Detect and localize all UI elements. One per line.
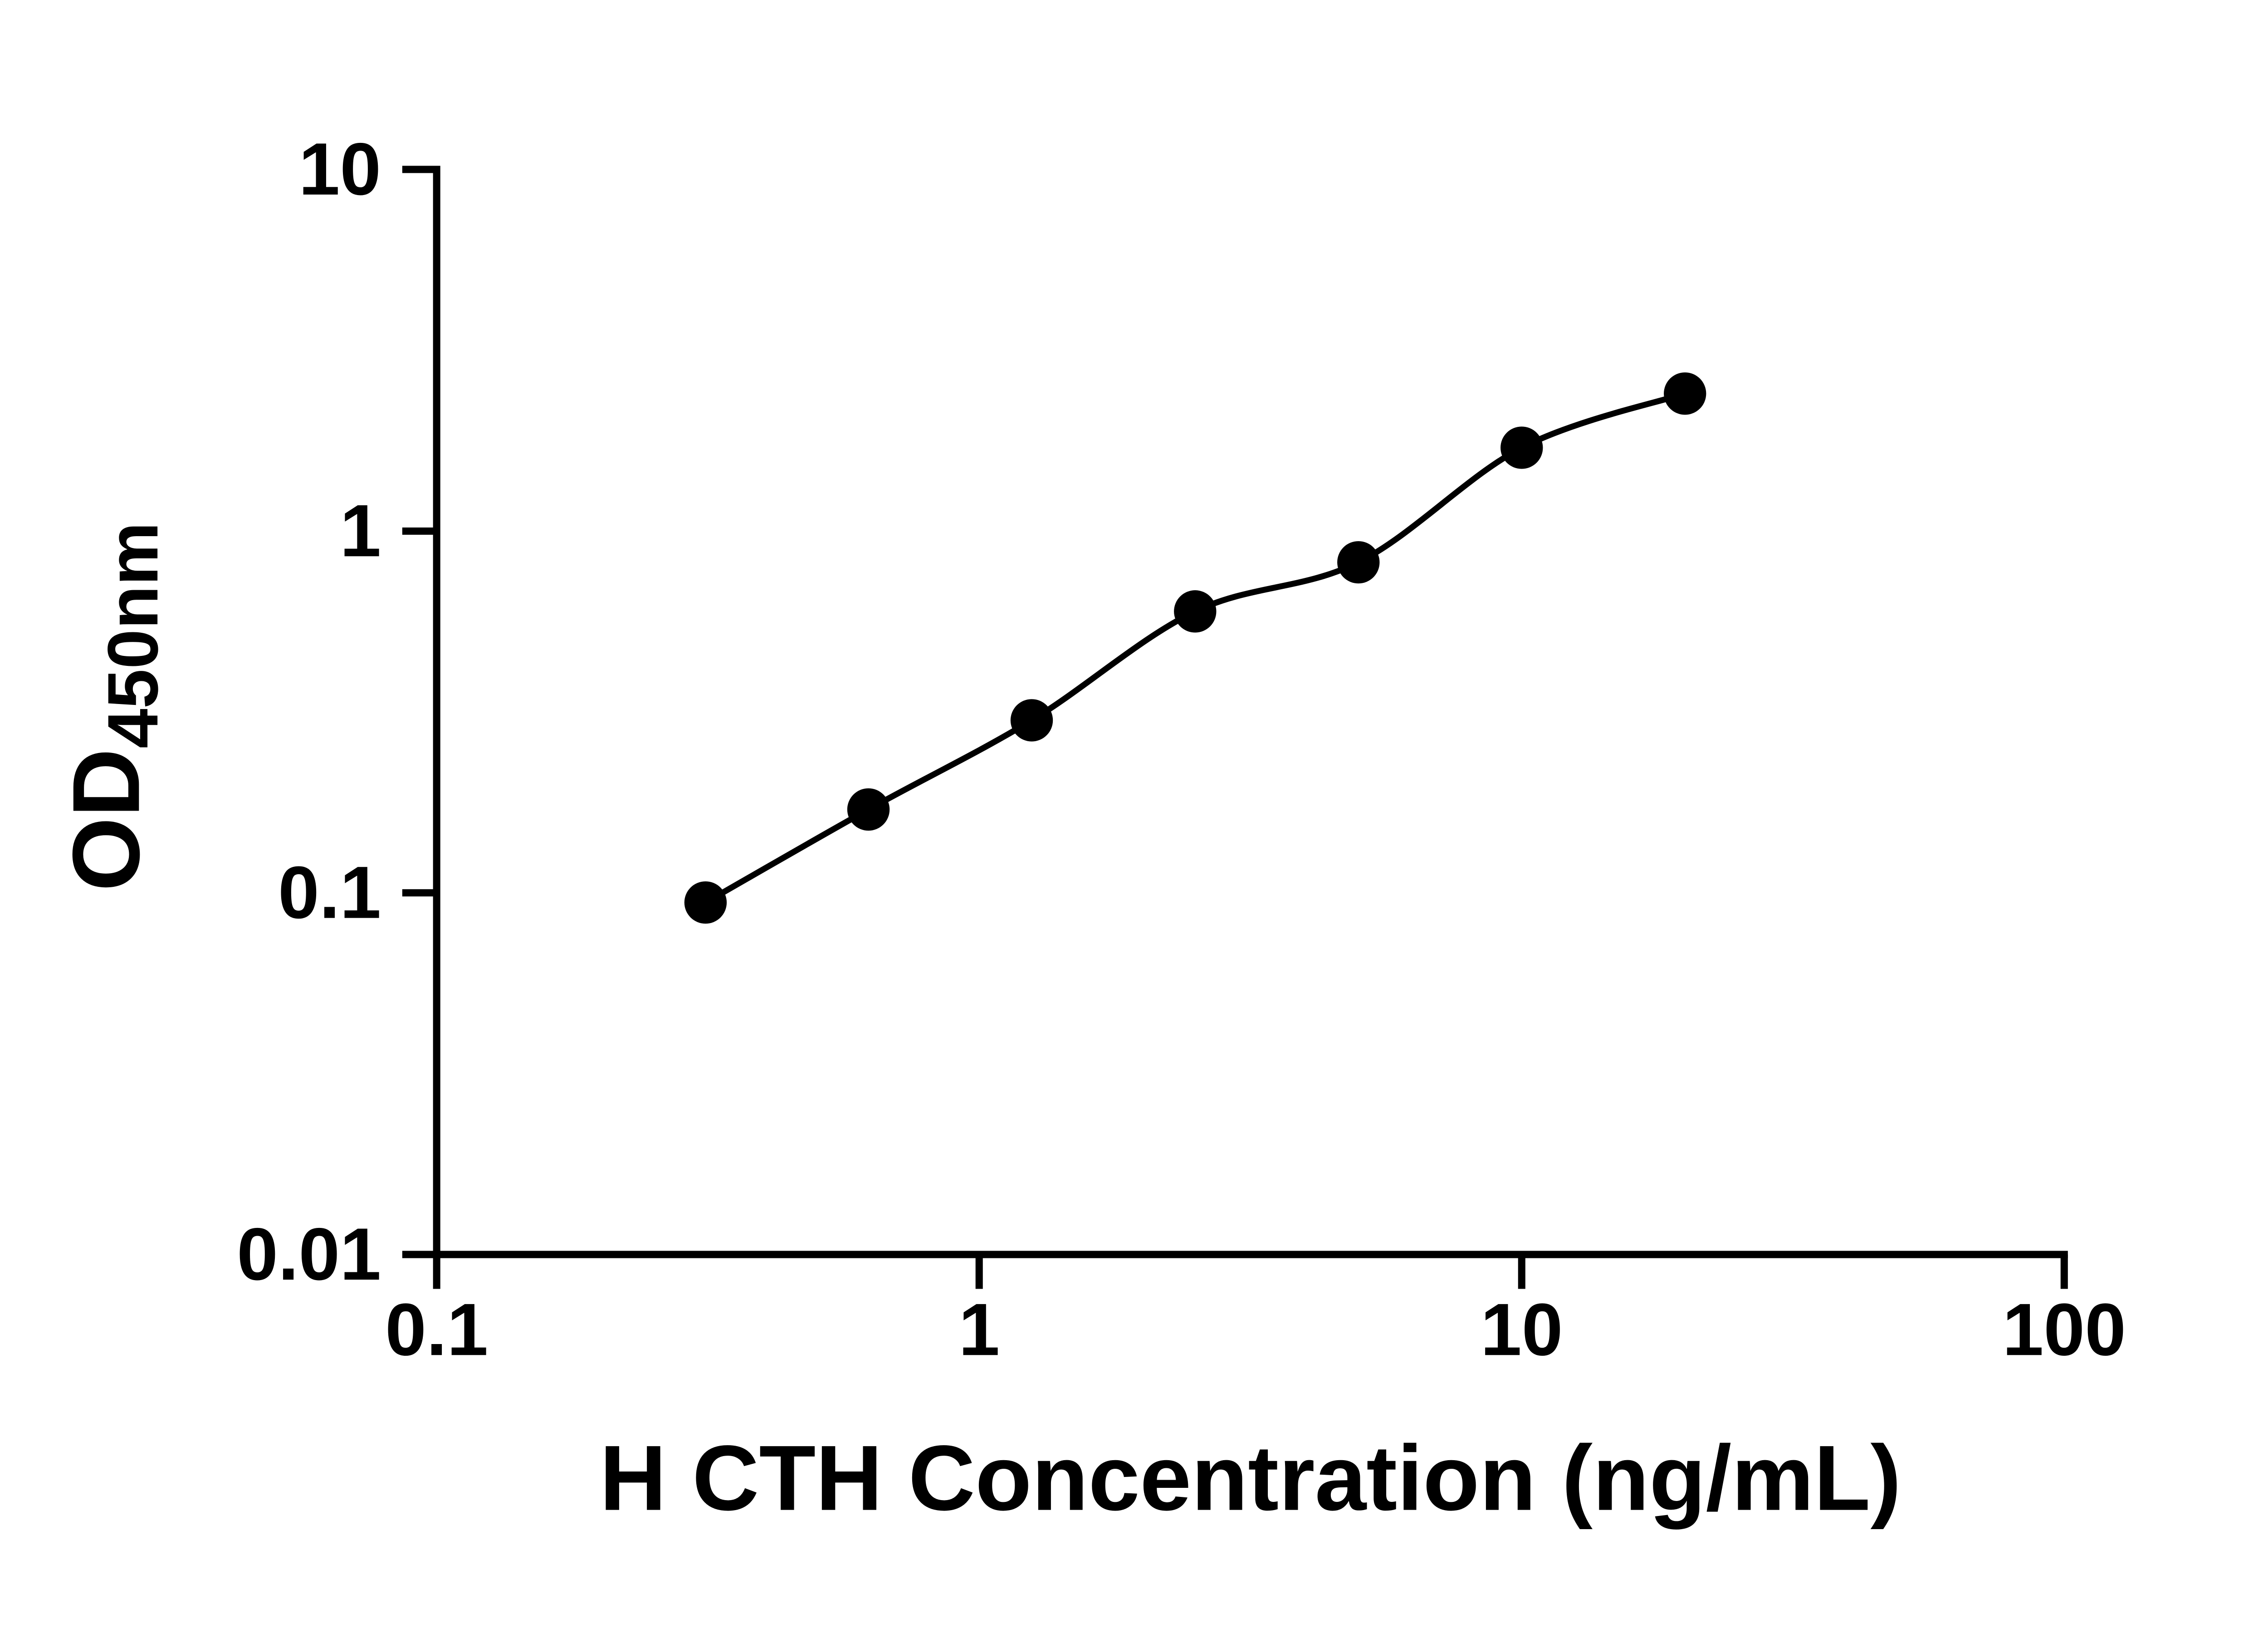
- data-point: [1664, 372, 1706, 415]
- y-tick-label: 1: [340, 489, 381, 572]
- data-point: [684, 881, 727, 924]
- data-point: [1010, 699, 1053, 742]
- data-point: [1501, 426, 1543, 469]
- y-axis-label: OD450nm: [53, 522, 173, 891]
- x-tick-label: 10: [1481, 1288, 1563, 1371]
- fit-curve: [704, 391, 1686, 905]
- y-tick-label: 0.1: [278, 851, 381, 934]
- y-axis-label-main: OD: [53, 748, 159, 891]
- x-tick-label: 100: [2002, 1288, 2126, 1371]
- axes: [433, 166, 2068, 1258]
- x-axis-label: H CTH Concentration (ng/mL): [600, 1427, 1901, 1530]
- data-point: [847, 788, 890, 831]
- y-axis-label-subscript: 450nm: [93, 522, 173, 748]
- data-point: [1174, 590, 1217, 633]
- data-series: [684, 372, 1706, 924]
- x-tick-label: 0.1: [385, 1288, 488, 1371]
- y-tick-label: 0.01: [237, 1213, 381, 1296]
- x-tick-label: 1: [958, 1288, 1000, 1371]
- data-point: [1337, 541, 1380, 584]
- y-tick-label: 10: [298, 127, 381, 210]
